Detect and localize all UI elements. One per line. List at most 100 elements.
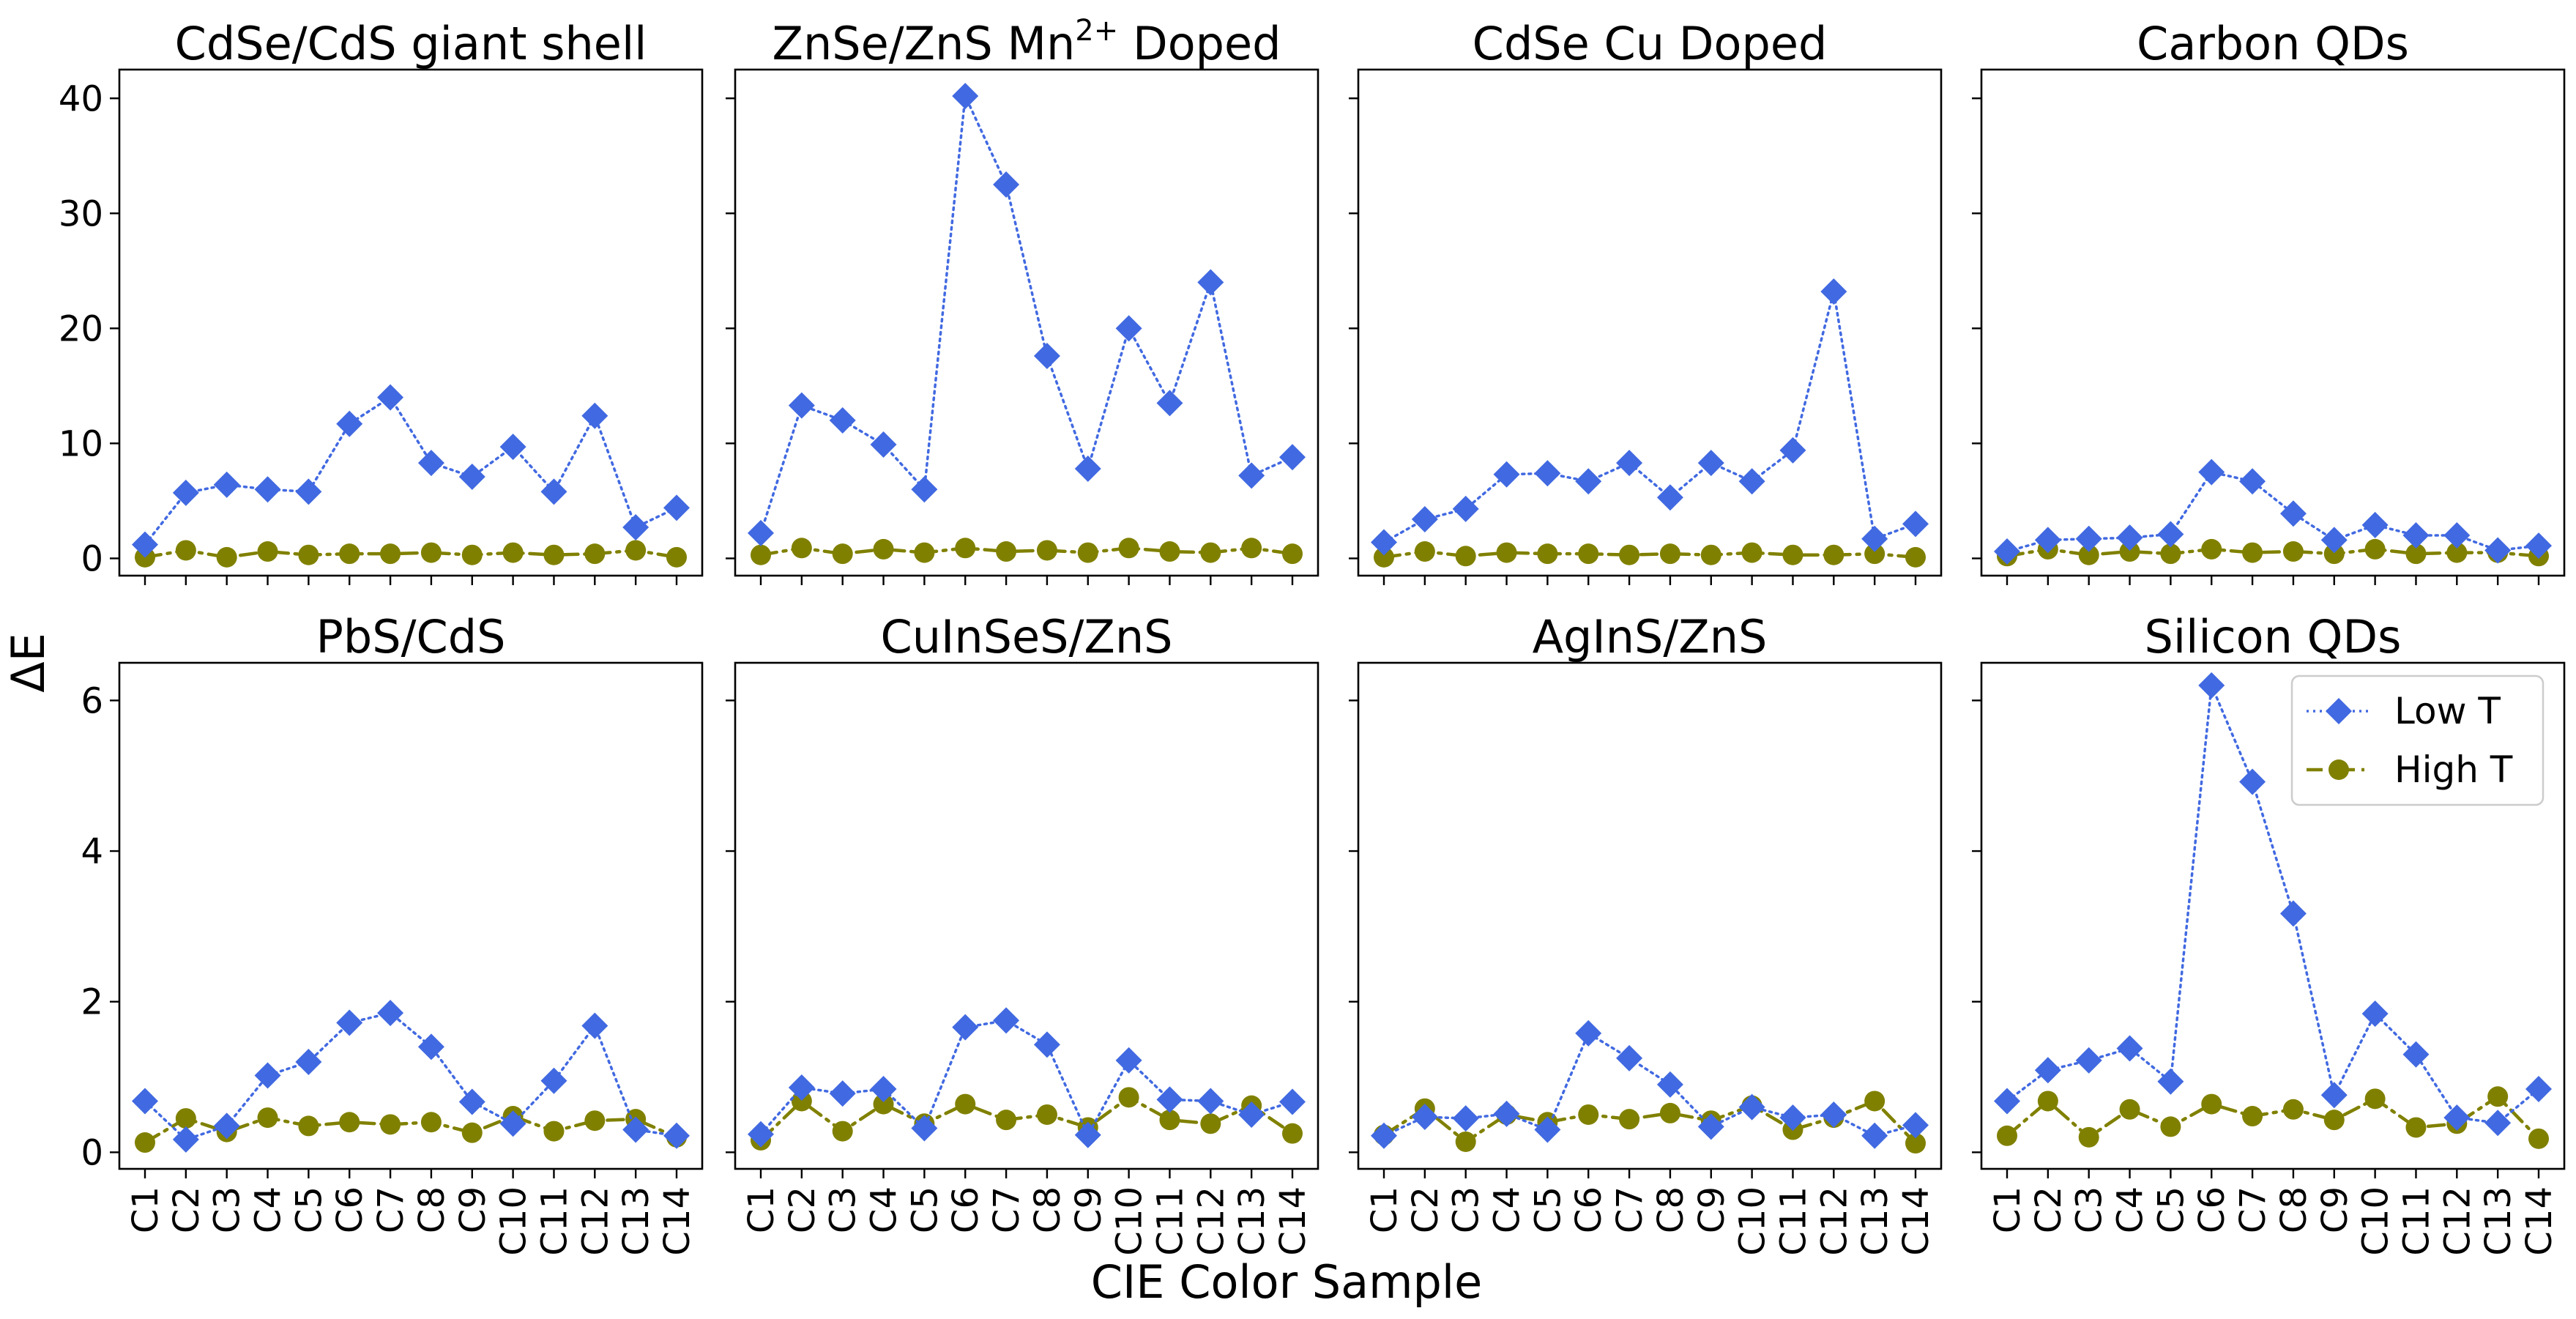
x-tick-label: C4: [2110, 1186, 2151, 1233]
x-axis-label: CIE Color Sample: [1091, 1255, 1483, 1309]
panel-frame: [1357, 661, 1943, 1170]
high-t-point: [257, 541, 278, 562]
high-t-point: [298, 1115, 319, 1137]
low-t-point: [1575, 468, 1602, 495]
low-t-point: [540, 1067, 567, 1094]
low-t-point: [2525, 532, 2552, 560]
high-t-point: [175, 1108, 196, 1129]
panel-frame: [118, 68, 704, 577]
x-tick-label: C8: [2274, 1186, 2315, 1233]
low-t-point: [1534, 460, 1561, 487]
high-t-point: [914, 542, 935, 563]
x-tick-label: C4: [864, 1186, 905, 1233]
high-t-point: [1741, 542, 1762, 563]
low-t-point: [1074, 455, 1101, 482]
low-t-point: [2075, 1047, 2102, 1074]
low-t-point: [1074, 1121, 1101, 1148]
high-t-point: [1905, 1133, 1926, 1154]
low-t-point: [870, 431, 897, 458]
high-t-point: [1619, 1109, 1640, 1130]
panel-title: CuInSeS/ZnS: [880, 610, 1172, 664]
low-t-point: [2484, 537, 2512, 564]
x-tick-label: C7: [986, 1186, 1027, 1233]
high-t-point: [1864, 543, 1886, 565]
low-t-point: [2443, 522, 2471, 549]
x-tick-label: C12: [2437, 1186, 2478, 1256]
low-t-point: [1115, 1047, 1142, 1074]
low-t-point: [2198, 672, 2225, 699]
low-t-point: [1902, 1112, 1929, 1139]
x-tick-label: C7: [2233, 1186, 2274, 1233]
panel-title: Silicon QDs: [2145, 610, 2402, 664]
x-tick-label: C9: [1068, 1186, 1109, 1233]
high-t-point: [2242, 542, 2263, 563]
low-t-point: [1197, 1088, 1224, 1115]
low-t-point: [1820, 278, 1847, 305]
y-tick-label: 6: [81, 680, 103, 721]
low-t-point: [2075, 525, 2102, 552]
low-t-point: [663, 494, 690, 521]
low-t-point: [829, 1080, 856, 1107]
x-tick-label: C6: [945, 1186, 986, 1233]
high-t-point: [2323, 543, 2345, 565]
high-t-point: [135, 1132, 155, 1153]
high-t-point: [1496, 542, 1517, 563]
panel-frame: [1357, 68, 1943, 577]
x-tick-label: C7: [371, 1186, 412, 1233]
low-t-point: [2402, 1041, 2430, 1068]
panel-1: CdSe/CdS giant shell 0 10 20 30 40: [59, 17, 704, 585]
high-t-point: [2528, 1128, 2549, 1149]
high-t-point: [175, 540, 196, 561]
low-t-point: [1779, 1104, 1806, 1132]
low-t-point: [2239, 468, 2266, 495]
low-t-point: [295, 1048, 322, 1075]
legend: Low T High T: [2290, 675, 2545, 806]
x-tick-label: C12: [1814, 1186, 1855, 1256]
low-t-point: [377, 384, 404, 411]
high-t-point: [1619, 544, 1640, 565]
x-tick-label: C1: [1364, 1186, 1405, 1233]
high-t-point: [461, 544, 483, 565]
low-t-point: [1371, 529, 1397, 556]
low-t-point: [2034, 527, 2061, 554]
x-tick-label: C6: [330, 1186, 371, 1233]
low-t-point: [581, 1012, 608, 1039]
low-t-point: [2157, 1068, 2184, 1095]
x-tick-label: C9: [1691, 1186, 1732, 1233]
low-t-point: [1033, 1031, 1060, 1058]
low-t-point: [2239, 768, 2266, 795]
low-t-point: [788, 1074, 815, 1101]
x-tick-label: C2: [2028, 1186, 2069, 1233]
x-tick-label: C10: [494, 1186, 535, 1256]
high-t-point: [832, 543, 853, 565]
high-t-point: [339, 543, 360, 565]
high-t-point: [2119, 1099, 2140, 1120]
low-t-point: [1156, 1086, 1183, 1113]
y-tick-label: 10: [59, 423, 103, 464]
x-tick-label: C2: [166, 1186, 207, 1233]
low-t-point: [1197, 269, 1224, 296]
panel-7: AgInS/ZnS C1 C2 C3 C4 C5 C6 C7 C8 C9 C10 C11 C12 C13 C…: [1349, 610, 1943, 1256]
x-tick-label: C12: [1191, 1186, 1232, 1256]
high-t-point: [2078, 544, 2099, 565]
low-t-point: [1994, 1088, 2020, 1115]
high-t-point: [2323, 1110, 2345, 1131]
high-t-point: [791, 538, 812, 559]
low-t-point: [952, 83, 979, 110]
high-t-point: [2119, 541, 2140, 562]
high-t-point: [1036, 1104, 1057, 1125]
low-t-point: [993, 171, 1020, 198]
high-t-point: [2405, 1117, 2427, 1138]
high-t-point: [380, 1114, 401, 1135]
low-t-point: [1279, 444, 1306, 471]
low-t-point: [2320, 1082, 2348, 1109]
high-t-point: [1659, 1102, 1680, 1123]
high-t-point: [420, 1112, 442, 1133]
high-t-point: [2160, 1116, 2181, 1137]
low-t-point: [1411, 1104, 1438, 1131]
low-t-point: [911, 476, 938, 503]
x-tick-label: C8: [1027, 1186, 1068, 1233]
low-t-point: [911, 1115, 938, 1142]
high-t-point: [1241, 538, 1262, 559]
x-tick-label: C6: [2192, 1186, 2233, 1233]
